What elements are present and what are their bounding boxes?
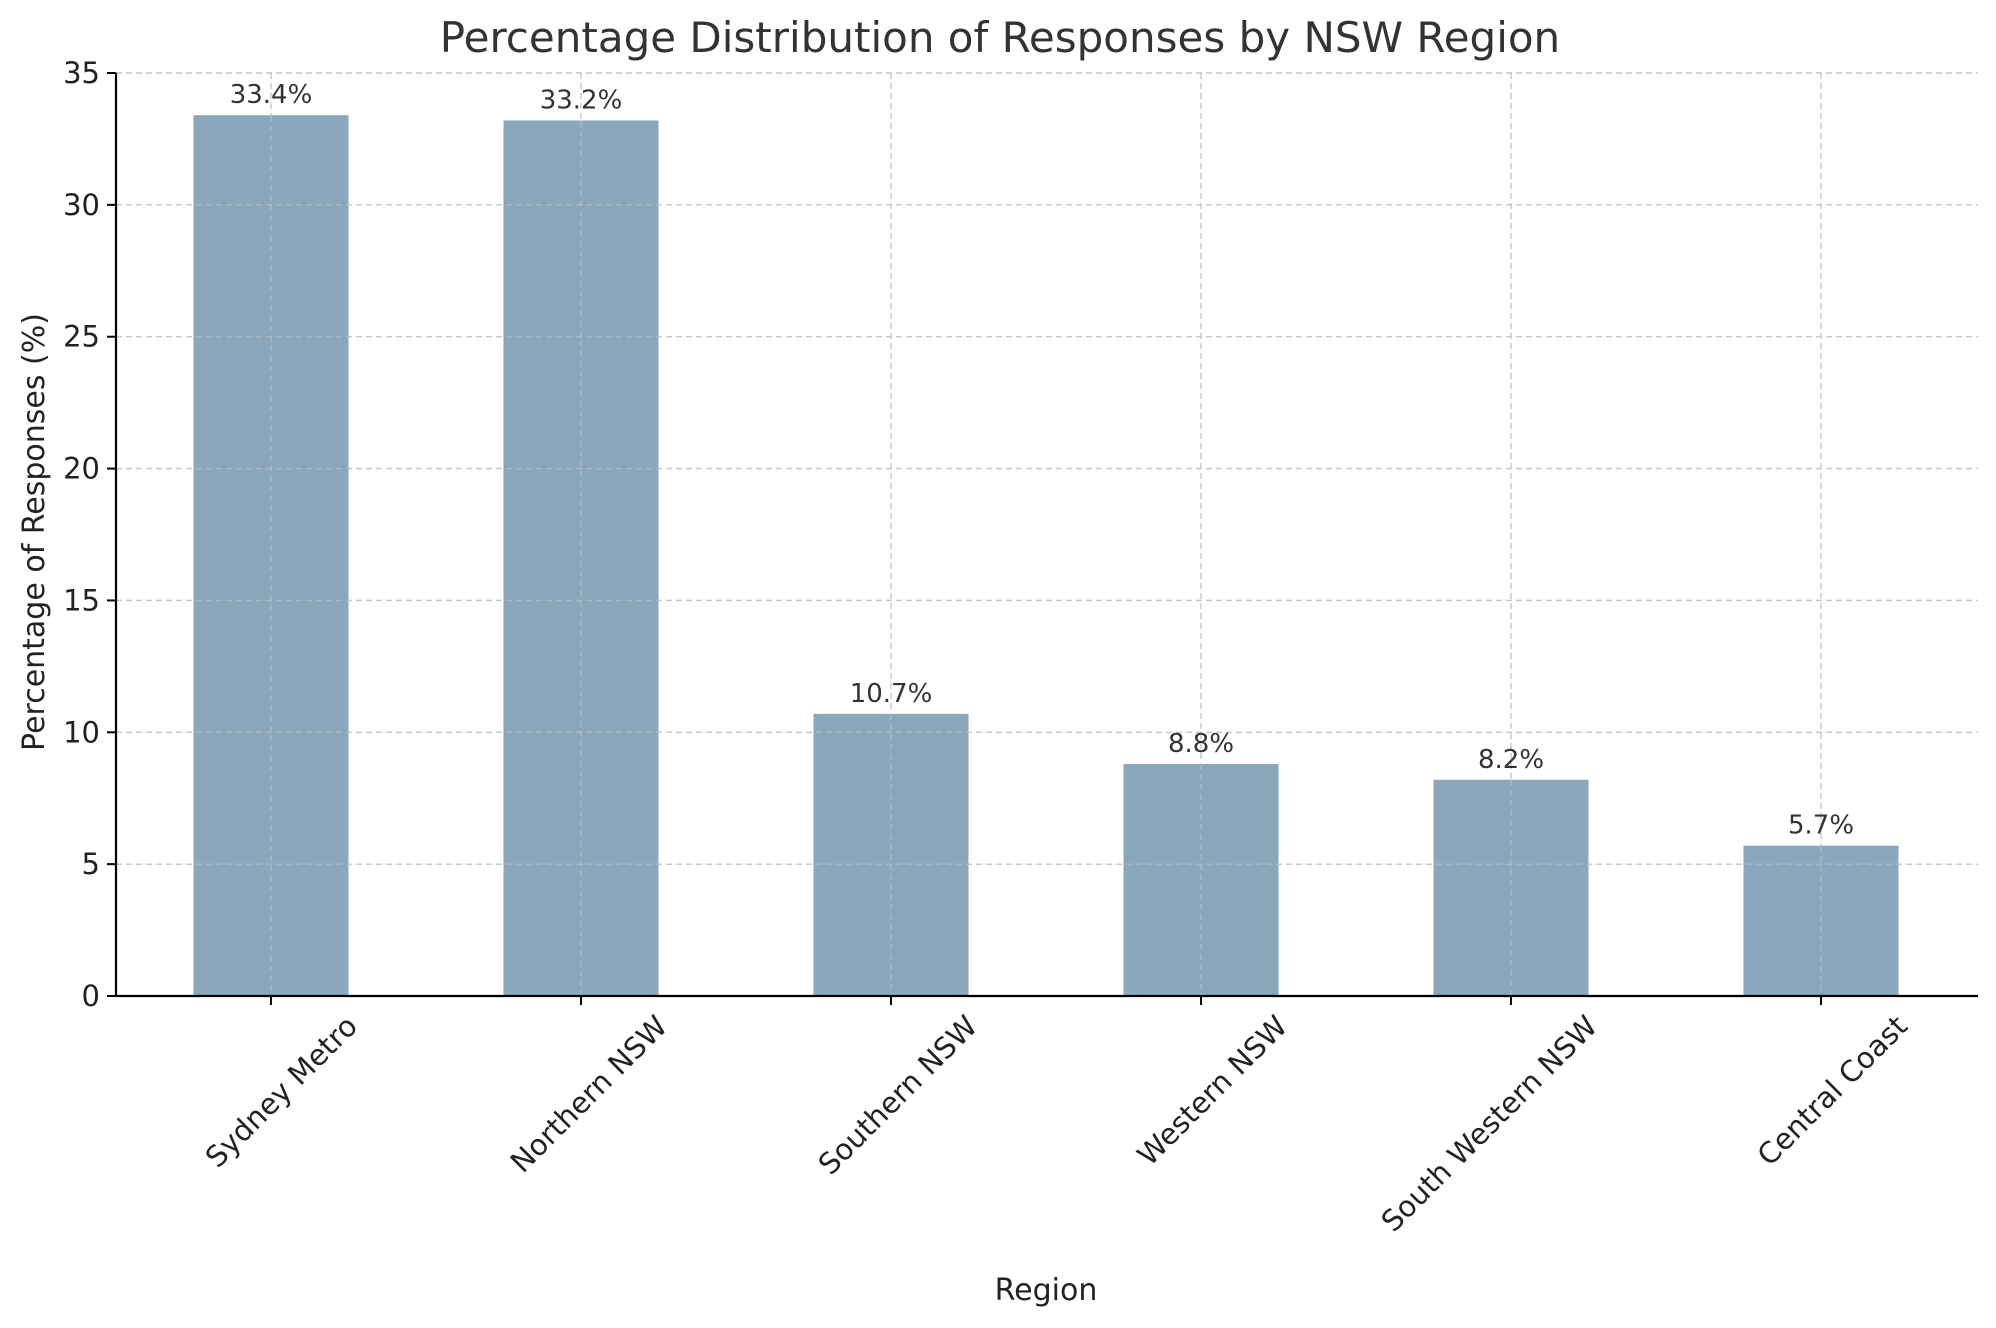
x-axis-title: Region — [995, 1273, 1098, 1308]
chart-title: Percentage Distribution of Responses by … — [440, 13, 1560, 62]
y-tick-label: 25 — [63, 320, 100, 354]
y-tick-label: 10 — [63, 715, 100, 749]
y-tick-label: 20 — [63, 452, 100, 486]
grid — [116, 72, 1978, 997]
data-label: 33.2% — [540, 85, 623, 115]
x-tick-label: Western NSW — [1131, 1009, 1294, 1172]
y-tick-label: 15 — [63, 583, 100, 617]
data-label: 33.4% — [230, 80, 313, 110]
bars — [116, 72, 1978, 997]
y-axis-title: Percentage of Responses (%) — [17, 313, 52, 751]
y-tick-label: 35 — [63, 56, 100, 90]
x-tick-label: Central Coast — [1751, 1009, 1914, 1172]
y-tick-label: 0 — [82, 979, 100, 1013]
x-tick-label: Southern NSW — [811, 1009, 983, 1181]
x-tick-label: South Western NSW — [1375, 1009, 1604, 1238]
x-tick-label: Northern NSW — [504, 1009, 674, 1179]
data-label: 5.7% — [1788, 811, 1854, 841]
axes: 0 5 10 15 20 25 30 35 Sydney Metro Northern NSW So… — [63, 56, 1978, 1238]
x-tick-label: Sydney Metro — [199, 1009, 364, 1174]
data-label: 10.7% — [850, 679, 933, 709]
y-tick-label: 30 — [63, 188, 100, 222]
data-label: 8.2% — [1478, 745, 1544, 775]
data-label: 8.8% — [1168, 729, 1234, 759]
y-tick-label: 5 — [82, 847, 100, 881]
data-labels: 33.4% 33.2% 10.7% 8.8% 8.2% 5.7% — [230, 80, 1854, 840]
